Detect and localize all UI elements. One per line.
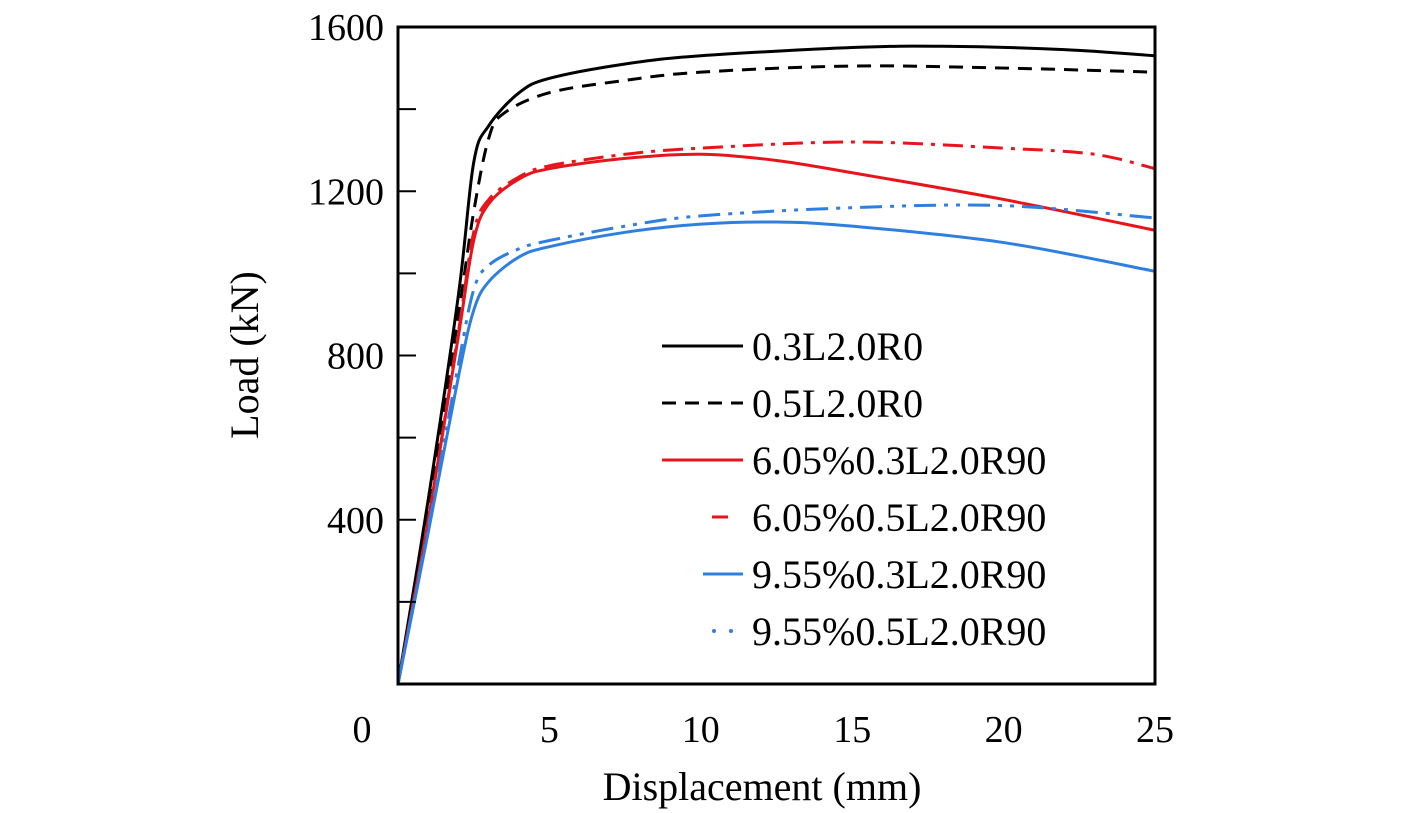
series-line-4 [396, 220, 1156, 685]
x-tick-label: 25 [1136, 709, 1174, 751]
axis-ticks: 400 800 1200 1600 0 5 10 15 20 25 [308, 7, 1174, 751]
y-tick-label: 800 [327, 336, 384, 378]
x-tick-label: 5 [540, 709, 559, 751]
x-tick-label: 15 [833, 709, 871, 751]
y-tick-label: 1600 [308, 7, 384, 49]
y-tick-label: 400 [327, 500, 384, 542]
legend-label-1: 0.5L2.0R0 [752, 381, 923, 426]
legend-swatch-5 [729, 629, 733, 633]
series-line-5 [396, 203, 1156, 685]
x-tick-label: 20 [985, 709, 1023, 751]
legend-label-2: 6.05%0.3L2.0R90 [752, 438, 1046, 483]
legend-label-5: 9.55%0.5L2.0R90 [752, 609, 1046, 654]
legend-label-4: 9.55%0.3L2.0R90 [752, 552, 1046, 597]
x-tick-label: 0 [353, 709, 372, 751]
series-line-1 [396, 64, 1156, 685]
series-lines [396, 44, 1156, 685]
legend: 0.3L2.0R0 0.5L2.0R0 6.05%0.3L2.0R90 6.05%0.… [662, 324, 1046, 654]
y-axis-label: Load (kN) [222, 271, 267, 439]
x-axis-label: Displacement (mm) [603, 764, 922, 809]
legend-label-0: 0.3L2.0R0 [752, 324, 923, 369]
x-tick-label: 10 [682, 709, 720, 751]
series-line-0 [396, 44, 1156, 685]
y-tick-label: 1200 [308, 171, 384, 213]
series-line-3 [396, 140, 1156, 685]
legend-label-3: 6.05%0.5L2.0R90 [752, 495, 1046, 540]
legend-swatch-5 [712, 629, 716, 633]
